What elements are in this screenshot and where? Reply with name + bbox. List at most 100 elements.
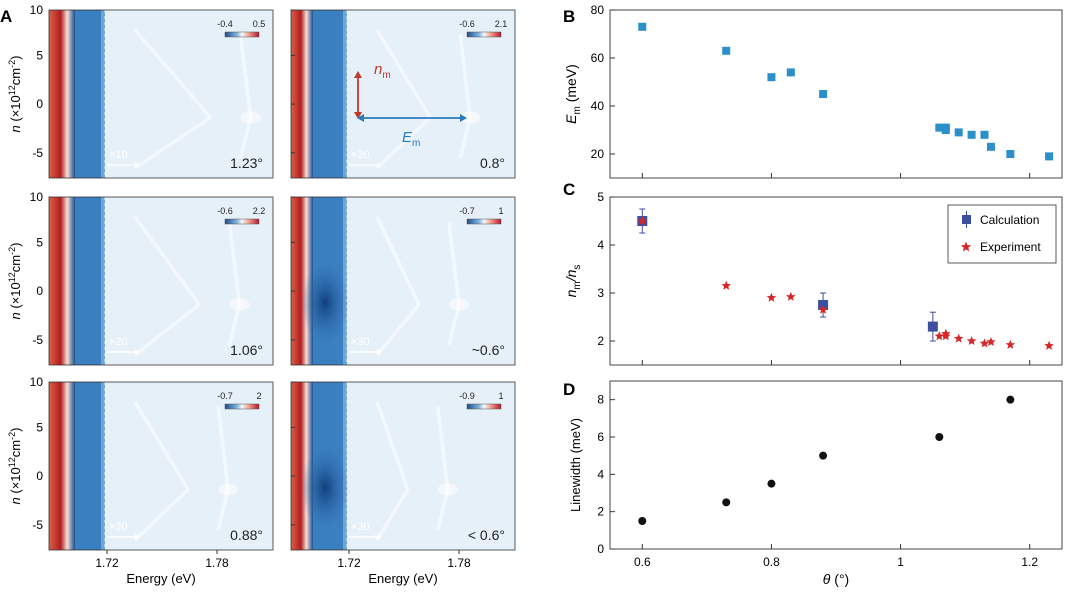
- density-tick: 10: [30, 3, 44, 17]
- data-point-6: [935, 123, 944, 132]
- energy-tick: 1.78: [447, 556, 471, 570]
- moire-feature: [133, 488, 190, 542]
- moire-feature: [436, 406, 450, 490]
- x-tick-label: 0.8: [763, 555, 780, 569]
- colorbar-min: -0.6: [459, 19, 475, 29]
- panel-letter-d: D: [563, 380, 575, 399]
- twist-angle-label: 1.23°: [230, 155, 263, 171]
- data-point-4: [819, 451, 828, 460]
- density-tick: -5: [32, 333, 43, 347]
- exp-point-2: [721, 280, 731, 290]
- spectrum-panel-1: ×10 1.23° -0.4 0.5 10 5 0 -5 n (×1012cm-2): [7, 3, 274, 179]
- density-axis-label: n (×1012cm-2): [7, 56, 23, 133]
- exp-point-1: [637, 216, 647, 225]
- data-point-12: [986, 142, 995, 151]
- density-label-unit-exp: -2: [7, 432, 17, 440]
- e-m-sub: m: [412, 138, 420, 149]
- y-tick-label: 4: [597, 238, 604, 252]
- moire-feature: [133, 215, 201, 306]
- y-tick-label: 20: [591, 147, 605, 161]
- density-tick: 5: [36, 420, 43, 434]
- colorbar-min: -0.7: [217, 391, 233, 401]
- blue-strip-edge: [101, 197, 105, 365]
- panel-letter-c: C: [563, 180, 575, 199]
- blue-strip: [75, 10, 105, 178]
- x-tick-label: 1.2: [1021, 555, 1038, 569]
- blue-strip: [75, 382, 105, 550]
- crossing-point: [229, 298, 250, 311]
- y-label-main: n: [563, 289, 579, 297]
- exciton-band: [49, 10, 75, 178]
- density-tick: 0: [36, 284, 43, 298]
- x-tick-label: 0.6: [634, 555, 651, 569]
- density-label-scale: (×10: [8, 95, 23, 125]
- density-label-n: n: [8, 125, 23, 132]
- x-axis-label: θ (°): [823, 571, 849, 587]
- density-label-scale: (×10: [8, 467, 23, 497]
- data-point-10: [967, 130, 976, 139]
- blue-strip: [313, 10, 347, 178]
- crossing-point: [437, 483, 458, 496]
- e-m-label: Em: [402, 129, 420, 149]
- plot-frame: [609, 196, 1063, 366]
- panel-letter-b: B: [563, 7, 575, 26]
- data-point-14: [1045, 152, 1054, 161]
- moire-feature: [447, 304, 461, 346]
- density-axis-label: n (×1012cm-2): [7, 428, 23, 505]
- y-tick-label: 6: [597, 430, 604, 444]
- density-label-exp: 12: [7, 457, 17, 467]
- colorbar-max: 1: [498, 391, 503, 401]
- multiplier-label: ×20: [109, 336, 128, 348]
- multiplier-arrowhead: [135, 349, 140, 355]
- density-tick: 0: [36, 469, 43, 483]
- exp-point-5: [818, 304, 828, 314]
- y-axis-label: nm/ns: [563, 265, 583, 298]
- y-tick-label: 2: [597, 505, 604, 519]
- exp-point-6: [934, 331, 945, 341]
- colorbar-max: 0.5: [253, 19, 266, 29]
- legend-calc-label: Calculation: [980, 213, 1039, 227]
- colorbar-min: -0.4: [217, 19, 233, 29]
- data-point-3: [767, 73, 776, 82]
- energy-tick: 1.72: [95, 556, 119, 570]
- moire-feature: [238, 117, 253, 159]
- y-tick-label: 3: [597, 286, 604, 300]
- data-point-1: [638, 517, 647, 525]
- moire-feature: [227, 304, 242, 346]
- y-tick-label: 4: [597, 467, 604, 481]
- x-tick-label: 1: [897, 555, 904, 569]
- density-tick: 5: [36, 235, 43, 249]
- density-label-unit: cm: [8, 255, 23, 272]
- n-m-arrowhead-up: [354, 71, 362, 78]
- n-m-arrowhead-down: [354, 112, 362, 119]
- moire-feature: [134, 116, 212, 170]
- density-label-exp: 12: [7, 85, 17, 95]
- legend: Calculation Experiment: [947, 204, 1057, 264]
- spectrum-frame: [48, 381, 274, 551]
- data-point-8: [941, 126, 950, 134]
- moire-feature: [375, 488, 410, 541]
- data-point-13: [1006, 150, 1015, 158]
- blue-strip-edge: [343, 10, 347, 178]
- density-label-close: ): [8, 56, 23, 60]
- multiplier-arrowhead: [377, 162, 382, 168]
- chart-b: 20 40 60 80 Em (meV): [563, 3, 1063, 179]
- moire-feature: [447, 221, 461, 305]
- data-point-3: [767, 479, 776, 488]
- exp-point-3: [766, 292, 777, 302]
- exp-point-13: [1005, 339, 1016, 349]
- density-axis-label: n (×1012cm-2): [7, 243, 23, 320]
- moire-feature: [216, 406, 230, 490]
- moire-feature: [375, 216, 421, 306]
- colorbar: [224, 218, 260, 225]
- data-point-2: [722, 46, 731, 55]
- spectrum-frame: [290, 196, 516, 366]
- colorbar-min: -0.6: [217, 206, 233, 216]
- y-tick-label: 40: [591, 99, 605, 113]
- y-label-sub: m: [572, 106, 583, 114]
- e-m-arrowhead-left: [357, 114, 364, 122]
